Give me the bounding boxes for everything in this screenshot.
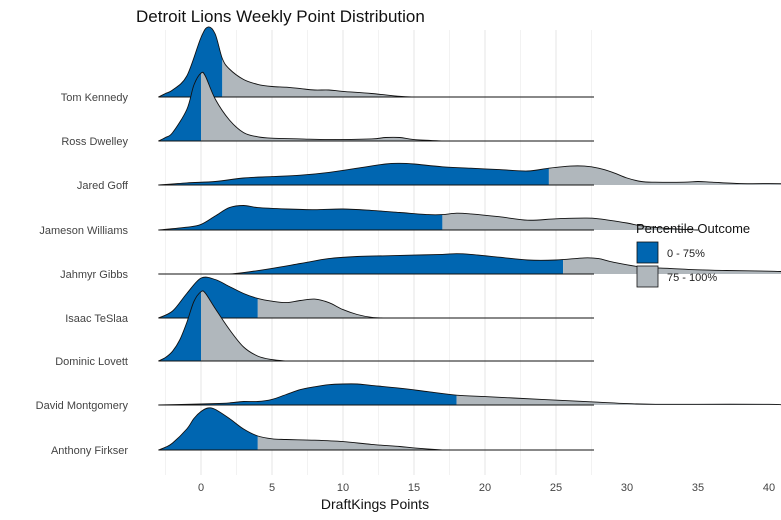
ridge-fill-lower: [158, 26, 223, 98]
x-tick-label: 5: [269, 482, 275, 494]
y-tick-label: Tom Kennedy: [61, 92, 129, 104]
ridge-fill-lower: [158, 163, 549, 185]
y-tick-label: David Montgomery: [36, 400, 129, 412]
x-tick-label: 35: [692, 482, 704, 494]
legend: Percentile Outcome 0 - 75% 75 - 100%: [636, 221, 750, 288]
y-tick-label: Jameson Williams: [39, 225, 128, 237]
ridge-ross-dwelley: [158, 71, 594, 142]
ridge-fill-lower: [158, 291, 201, 361]
y-tick-label: Anthony Firkser: [51, 445, 128, 457]
ridge-fill-upper: [257, 298, 386, 318]
y-tick-label: Jared Goff: [77, 180, 129, 192]
ridge-isaac-teslaa: [158, 276, 594, 319]
x-tick-label: 0: [198, 482, 204, 494]
legend-label-0-75: 0 - 75%: [667, 248, 705, 260]
x-axis-label: DraftKings Points: [321, 496, 429, 512]
x-tick-label: 40: [763, 482, 775, 494]
x-tick-labels: 0 5 10 15 20 25 30 35 40: [198, 482, 775, 494]
legend-label-75-100: 75 - 100%: [667, 272, 717, 284]
ridge-anthony-firkser: [158, 407, 594, 451]
ridge-fill-upper: [563, 257, 781, 274]
ridge-fill-lower: [158, 73, 201, 141]
ridge-fill-lower: [158, 205, 443, 230]
ridge-outline: [158, 26, 415, 98]
legend-swatch-0-75: [636, 241, 659, 264]
ridge-fill-lower: [158, 253, 564, 274]
ridge-outline: [158, 407, 443, 451]
x-tick-label: 30: [621, 482, 633, 494]
ridge-fill-lower: [158, 407, 258, 450]
ridge-dominic-lovett: [158, 290, 594, 362]
ridge-david-montgomery: [158, 383, 781, 406]
ridge-fill-upper: [456, 395, 781, 405]
ridge-outline: [158, 162, 781, 186]
ridge-jahmyr-gibbs: [158, 253, 781, 275]
ridge-jameson-williams: [158, 205, 699, 231]
x-tick-label: 15: [408, 482, 420, 494]
ridge-outline: [158, 253, 781, 275]
ridge-fill-upper: [201, 291, 287, 361]
ridge-fill-lower: [158, 383, 457, 405]
ridge-outline: [158, 290, 287, 362]
x-tick-label: 10: [337, 482, 349, 494]
ridge-outline: [158, 205, 699, 231]
ridge-outline: [158, 383, 781, 406]
y-tick-label: Ross Dwelley: [61, 136, 128, 148]
ridge-fill-upper: [442, 213, 698, 230]
ridge-jared-goff: [158, 162, 781, 186]
y-tick-label: Isaac TeSlaa: [65, 313, 129, 325]
legend-swatch-75-100: [636, 265, 659, 288]
x-tick-label: 20: [479, 482, 491, 494]
x-tick-label: 25: [550, 482, 562, 494]
y-tick-label: Dominic Lovett: [55, 356, 128, 368]
ridge-fill-upper: [201, 73, 443, 141]
y-tick-labels: Tom Kennedy Ross Dwelley Jared Goff Jameson…: [36, 92, 129, 457]
ridges: [158, 26, 781, 451]
y-tick-label: Jahmyr Gibbs: [60, 269, 128, 281]
ridge-outline: [158, 276, 386, 319]
legend-title: Percentile Outcome: [636, 221, 750, 236]
ridge-tom-kennedy: [158, 26, 594, 98]
chart-title: Detroit Lions Weekly Point Distribution: [136, 7, 425, 26]
ridge-fill-upper: [222, 58, 414, 97]
ridge-outline: [158, 71, 443, 142]
